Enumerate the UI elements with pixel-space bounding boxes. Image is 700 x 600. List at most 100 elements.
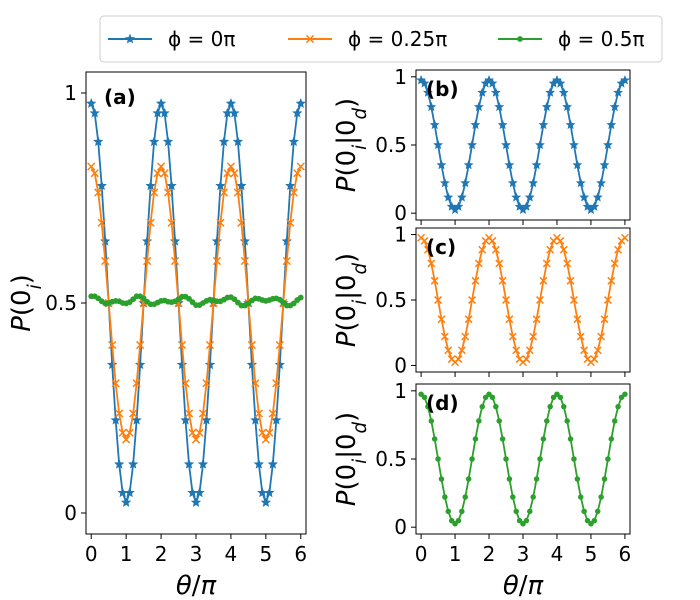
data-point: [93, 136, 104, 147]
data-point: [455, 517, 462, 524]
data-point: [272, 379, 281, 388]
data-point: [620, 233, 629, 242]
x-tick-label: 2: [483, 542, 496, 566]
data-point: [286, 218, 295, 227]
data-point: [536, 296, 544, 304]
data-point: [166, 180, 177, 191]
data-point: [523, 517, 530, 524]
data-point: [202, 379, 211, 388]
y-tick-label: 0.5: [375, 447, 407, 471]
data-point: [445, 508, 452, 515]
data-point: [532, 315, 541, 324]
data-point: [267, 458, 278, 469]
panel-c: 0 0.5 1 (c) P(0i|0d): [332, 223, 631, 377]
data-point: [530, 494, 536, 500]
data-point: [435, 456, 441, 462]
data-point: [474, 259, 483, 268]
data-point: [121, 497, 132, 507]
data-point: [128, 458, 139, 469]
data-point: [215, 180, 226, 191]
panel-a: 00.510 1 2 3 4 5 6(a)θ/πP(0i): [7, 71, 307, 600]
data-point: [118, 428, 127, 437]
data-point: [86, 98, 97, 108]
data-point: [600, 315, 609, 324]
y-tick-label: 1: [394, 223, 407, 247]
data-point: [225, 98, 237, 108]
data-point: [422, 87, 433, 97]
data-point: [502, 296, 510, 304]
data-point: [508, 332, 517, 341]
x-tick-label: 5: [585, 542, 598, 566]
data-point: [425, 403, 431, 410]
data-point: [440, 332, 449, 341]
panel-label: (d): [426, 391, 459, 415]
data-point: [247, 340, 257, 350]
data-point: [219, 188, 229, 197]
data-point: [296, 162, 305, 171]
y-tick-label: 1: [64, 81, 77, 105]
data-point: [615, 403, 621, 410]
data-point: [504, 159, 515, 170]
data-point: [201, 414, 212, 425]
data-point: [183, 458, 195, 469]
data-point: [226, 162, 236, 171]
data-point: [470, 119, 481, 130]
data-point: [544, 418, 550, 424]
data-point: [438, 476, 445, 482]
data-point: [501, 139, 511, 150]
y-tick-label: 0: [394, 515, 407, 539]
data-point: [444, 346, 453, 355]
data-point: [115, 409, 124, 418]
data-point: [268, 409, 277, 418]
x-tick-label: 3: [190, 542, 203, 566]
data-point: [497, 119, 508, 130]
data-point: [575, 177, 586, 188]
legend-entry: ϕ = 0.5π: [498, 27, 645, 51]
data-point: [240, 256, 250, 266]
data-point: [570, 296, 578, 304]
data-point: [614, 245, 623, 254]
data-point: [271, 414, 282, 425]
data-point: [114, 458, 125, 469]
data-point: [556, 236, 565, 245]
data-point: [533, 476, 540, 482]
data-point: [512, 346, 521, 355]
data-point: [180, 414, 191, 425]
x-tick-label: 3: [517, 542, 530, 566]
data-point: [476, 418, 482, 424]
data-point: [188, 428, 197, 437]
data-point: [507, 177, 518, 188]
data-point: [423, 245, 432, 254]
data-point: [250, 414, 261, 425]
data-point: [94, 188, 103, 197]
data-point: [592, 192, 603, 202]
x-axis-label: θ/π: [503, 571, 544, 600]
data-point: [539, 276, 548, 285]
data-point: [469, 456, 475, 462]
data-point: [436, 159, 447, 170]
data-point: [295, 98, 306, 108]
data-point: [275, 340, 284, 350]
data-point: [461, 332, 470, 341]
data-point: [542, 259, 551, 268]
data-point: [258, 428, 267, 437]
data-point: [426, 101, 437, 112]
data-point: [232, 136, 244, 147]
data-point: [477, 87, 488, 97]
legend-label: ϕ = 0.25π: [348, 27, 447, 51]
data-point: [129, 409, 138, 418]
data-point: [465, 476, 472, 482]
data-point: [132, 379, 141, 388]
data-point: [292, 107, 303, 118]
data-point: [462, 494, 469, 500]
series: [87, 162, 305, 444]
data-point: [419, 78, 430, 88]
data-point: [456, 192, 467, 202]
data-point: [108, 340, 117, 350]
data-point: [496, 418, 502, 424]
x-tick-label: 4: [225, 542, 238, 566]
data-point: [97, 218, 106, 227]
data-point: [110, 414, 121, 425]
data-point: [96, 180, 107, 191]
